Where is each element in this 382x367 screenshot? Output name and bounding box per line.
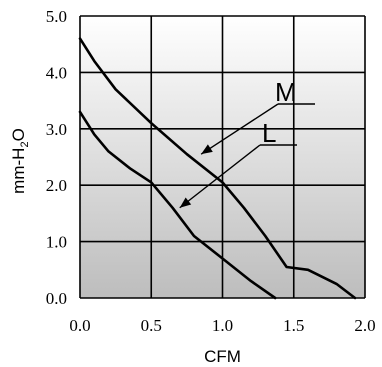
y-tick-label-0: 0.0 xyxy=(46,289,67,308)
legend: ML xyxy=(179,77,315,209)
legend-leader-M xyxy=(200,103,279,155)
x-tick-label-0: 0.0 xyxy=(69,316,90,335)
y-tick-label-1: 1.0 xyxy=(46,233,67,252)
x-tick-label-4: 2.0 xyxy=(354,316,375,335)
legend-label-L: L xyxy=(262,118,276,148)
series-line-L xyxy=(78,110,277,300)
y-tick-label-4: 4.0 xyxy=(46,63,67,82)
legend-arrowhead-L xyxy=(179,197,192,208)
x-axis-label: CFM xyxy=(204,347,241,366)
x-tick-label-1: 0.5 xyxy=(141,316,162,335)
y-tick-label-5: 5.0 xyxy=(46,7,67,26)
y-axis-label-prefix: mm-H xyxy=(9,148,28,194)
y-axis-label-suffix: O xyxy=(9,128,28,141)
x-tick-label-3: 1.5 xyxy=(283,316,304,335)
legend-leader-L xyxy=(179,144,261,209)
legend-item-L: L xyxy=(179,118,297,209)
grid xyxy=(79,15,366,299)
x-tick-label-2: 1.0 xyxy=(212,316,233,335)
legend-arrowhead-M xyxy=(201,144,213,155)
series-line-M xyxy=(78,37,357,300)
y-tick-label-2: 2.0 xyxy=(46,176,67,195)
y-axis-label-subscript: 2 xyxy=(19,141,31,147)
y-tick-label-3: 3.0 xyxy=(46,120,67,139)
series-lines xyxy=(78,37,357,300)
y-axis-label: mm-H2O xyxy=(9,128,31,194)
tick-labels: 0.0 0.5 1.0 1.5 2.0 0.0 1.0 2.0 3.0 4.0 5.0 xyxy=(46,7,376,335)
legend-label-M: M xyxy=(275,77,297,107)
legend-item-M: M xyxy=(200,77,315,155)
